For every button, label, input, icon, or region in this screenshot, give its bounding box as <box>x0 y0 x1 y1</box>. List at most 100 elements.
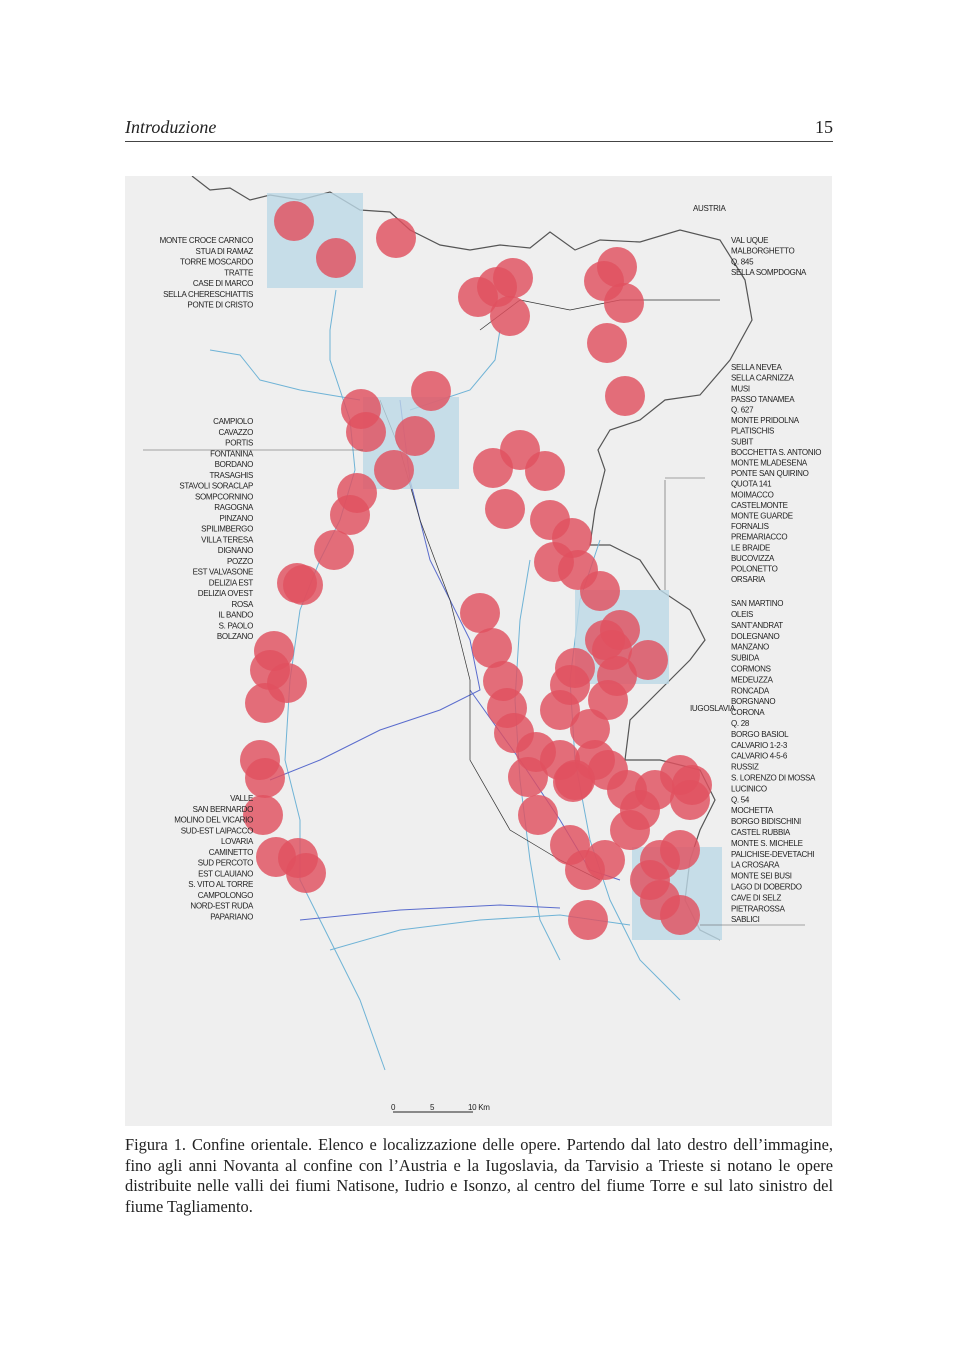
site-label: RUSSIZ <box>731 763 759 772</box>
country-label: IUGOSLAVIA <box>690 704 736 713</box>
site-label: MOCHETTA <box>731 806 774 815</box>
site-label: SUBIT <box>731 437 753 446</box>
site-label: TRATTE <box>224 268 253 277</box>
site-marker <box>316 238 356 278</box>
site-label: SAN BERNARDO <box>193 805 253 814</box>
site-label: MOIMACCO <box>731 490 774 499</box>
site-label: CAMINETTO <box>209 848 253 857</box>
site-label: SPILIMBERGO <box>201 525 253 534</box>
site-label: CALVARIO 4-5-6 <box>731 752 788 761</box>
country-label: AUSTRIA <box>693 204 727 213</box>
site-label: CAVE DI SELZ <box>731 893 781 902</box>
site-label: CALVARIO 1-2-3 <box>731 741 788 750</box>
site-label: SELLA CARNIZZA <box>731 374 794 383</box>
site-marker <box>597 656 637 696</box>
site-marker <box>605 376 645 416</box>
site-label: PREMARIACCO <box>731 533 787 542</box>
site-label: SUBIDA <box>731 654 760 663</box>
site-label: MONTE S. MICHELE <box>731 839 803 848</box>
running-title: Introduzione <box>125 117 217 137</box>
site-marker <box>274 201 314 241</box>
map: AUSTRIA IUGOSLAVIA 0 5 10 Km MONTE CROCE… <box>125 176 832 1126</box>
site-label: TORRE MOSCARDO <box>180 258 253 267</box>
site-label: NORD-EST RUDA <box>190 902 254 911</box>
site-marker <box>460 593 500 633</box>
site-marker <box>458 277 498 317</box>
site-marker <box>346 412 386 452</box>
page-number: 15 <box>815 117 833 137</box>
site-labels: MONTE CROCE CARNICO STUA DI RAMAZ TORRE MO… <box>160 236 822 924</box>
site-label: MANZANO <box>731 643 769 652</box>
site-label: S. PAOLO <box>219 621 253 630</box>
site-label: BOLZANO <box>217 632 253 641</box>
site-label: PLATISCHIS <box>731 427 774 436</box>
site-marker <box>245 683 285 723</box>
site-label: LOVARIA <box>221 837 254 846</box>
site-label: POZZO <box>227 557 253 566</box>
site-label: PINZANO <box>220 514 254 523</box>
site-label: STAVOLI SORACLAP <box>179 482 253 491</box>
site-label: MONTE GUARDE <box>731 512 793 521</box>
site-marker <box>518 795 558 835</box>
site-label: Q. 54 <box>731 795 750 804</box>
site-label: Q. 28 <box>731 719 750 728</box>
site-marker <box>508 757 548 797</box>
site-marker <box>555 760 595 800</box>
site-label: PIETRAROSSA <box>731 904 786 913</box>
site-label: Q. 845 <box>731 257 754 266</box>
site-label: VILLA TERESA <box>201 535 254 544</box>
site-label: CASTEL RUBBIA <box>731 828 791 837</box>
site-label: SUD PERCOTO <box>198 859 253 868</box>
leader-lines <box>143 449 805 926</box>
site-label: MUSI <box>731 384 750 393</box>
site-marker <box>550 665 590 705</box>
site-label: VAL UQUE <box>731 236 768 245</box>
site-label: ORSARIA <box>731 575 766 584</box>
site-label: DELIZIA OVEST <box>198 589 254 598</box>
site-marker <box>314 530 354 570</box>
site-label: POLONETTO <box>731 565 778 574</box>
scale-label: 0 <box>391 1103 396 1112</box>
site-label: LUCINICO <box>731 784 767 793</box>
site-label: Q. 627 <box>731 406 754 415</box>
site-marker <box>568 900 608 940</box>
site-label: MONTE MLADESENA <box>731 459 808 468</box>
site-marker <box>570 709 610 749</box>
site-label: OLEIS <box>731 610 753 619</box>
site-label: CASTELMONTE <box>731 501 788 510</box>
site-marker <box>243 795 283 835</box>
site-label: STUA DI RAMAZ <box>196 247 254 256</box>
site-marker <box>600 610 640 650</box>
site-marker <box>472 628 512 668</box>
site-label: SELLA SOMPDOGNA <box>731 268 807 277</box>
site-label: PALICHISE-DEVETACHI <box>731 850 814 859</box>
site-label: MEDEUZZA <box>731 675 774 684</box>
site-marker <box>525 451 565 491</box>
site-label: DELIZIA EST <box>209 578 254 587</box>
site-label: BORDANO <box>215 460 253 469</box>
site-label: RONCADA <box>731 686 770 695</box>
site-marker <box>604 283 644 323</box>
site-label: SABLICI <box>731 915 760 924</box>
site-label: IL BANDO <box>218 611 253 620</box>
site-label: PORTIS <box>225 439 253 448</box>
site-marker <box>660 830 700 870</box>
site-label: BORGO BASIOL <box>731 730 789 739</box>
site-marker <box>670 780 710 820</box>
site-label: SUD-EST LAIPACCO <box>181 826 253 835</box>
scale-label: 10 Km <box>468 1103 490 1112</box>
site-label: ROSA <box>232 600 254 609</box>
header-rule <box>125 141 833 142</box>
site-label: SELLA NEVEA <box>731 363 782 372</box>
site-label: PAPARIANO <box>210 912 253 921</box>
site-label: BORGNANO <box>731 697 775 706</box>
site-marker <box>283 565 323 605</box>
figure-caption: Figura 1. Confine orientale. Elenco e lo… <box>125 1135 833 1216</box>
site-label: MONTE PRIDOLNA <box>731 416 800 425</box>
site-marker <box>473 448 513 488</box>
site-label: BOCCHETTA S. ANTONIO <box>731 448 821 457</box>
site-label: CAMPOLONGO <box>198 891 253 900</box>
site-marker <box>587 323 627 363</box>
site-label: MOLINO DEL VICARIO <box>174 816 253 825</box>
